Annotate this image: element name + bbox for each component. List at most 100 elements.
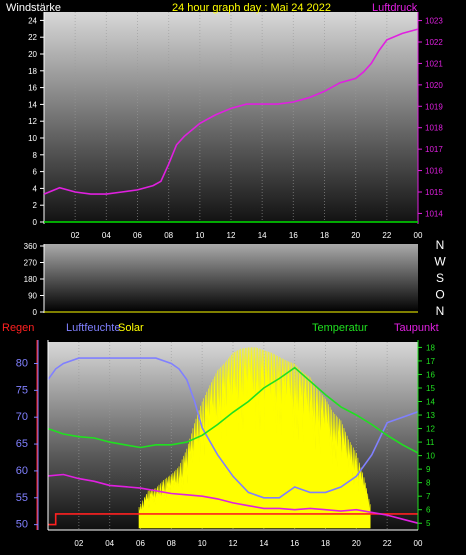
dewpoint-line: [47, 473, 419, 524]
chart3-right-tick: 5: [426, 519, 431, 528]
legend-rain: Regen: [2, 322, 34, 334]
chart1-x-tick: 02: [71, 231, 80, 240]
chart2-left-tick: 360: [24, 242, 38, 251]
chart3-x-tick: 12: [229, 539, 238, 548]
chart1-x-tick: 08: [164, 231, 173, 240]
chart1-x-tick: 18: [320, 231, 329, 240]
chart3-x-ticks: 02 04 06 08 10 12 14 16 18 20 22 00: [74, 539, 423, 548]
chart1-right-tick: 1018: [425, 124, 443, 133]
chart3-right-tick: 10: [426, 452, 435, 461]
chart3-right-tick: 9: [426, 465, 431, 474]
chart1-x-tick: 22: [382, 231, 391, 240]
chart1-x-tick: 04: [102, 231, 111, 240]
chart1-left-tick: 4: [33, 184, 38, 193]
chart1-x-ticks: 02 04 06 08 10 12 14 16 18 20 22 00: [71, 231, 423, 240]
temperature-line: [47, 366, 419, 454]
chart1-x-tick: 12: [227, 231, 236, 240]
chart1-x-tick: 20: [351, 231, 360, 240]
chart2-left-tick: 0: [33, 308, 38, 317]
chart1-right-tick: 1021: [425, 59, 443, 68]
chart1-left-tick: 22: [28, 33, 37, 42]
chart3-x-tick: 18: [321, 539, 330, 548]
chart1-left-tick: 0: [33, 218, 38, 227]
legend-temperature: Temperatur: [312, 322, 368, 334]
chart1-right-tick: 1014: [425, 209, 443, 218]
chart1-left-label: Windstärke: [6, 2, 61, 14]
chart1-left-tick: 24: [28, 16, 37, 25]
chart2-direction-label: S: [436, 271, 444, 285]
chart3-x-tick: 22: [383, 539, 392, 548]
chart3-x-tick: 08: [167, 539, 176, 548]
chart3-right-tick: 16: [426, 370, 435, 379]
chart1-right-tick: 1023: [425, 17, 443, 26]
chart3-x-tick: 10: [198, 539, 207, 548]
chart3-x-tick: 04: [105, 539, 114, 548]
chart3-right-tick: 12: [426, 425, 435, 434]
chart2-direction-label: N: [436, 304, 445, 318]
chart3-left-tick: 65: [16, 438, 28, 450]
chart1-grid: [74, 12, 419, 222]
chart1-left-tick: 10: [28, 134, 37, 143]
chart3-left-tick: 75: [16, 384, 28, 396]
chart2-direction-label: W: [434, 255, 446, 269]
chart3-series: [47, 347, 419, 529]
chart1-left-tick: 20: [28, 50, 37, 59]
chart1-right-ticks: 1014 1015 1016 1017 1018 1019 1020 1021 1022 1023: [418, 17, 443, 218]
rain-line: [48, 513, 418, 526]
chart1-left-tick: 2: [33, 201, 38, 210]
chart1-right-label: Luftdruck: [372, 2, 418, 14]
chart1-left-tick: 14: [28, 100, 37, 109]
chart3-right-tick: 7: [426, 492, 431, 501]
chart3-left-tick: 70: [16, 411, 28, 423]
pressure-line: [43, 28, 419, 195]
chart1-series: [43, 28, 419, 223]
chart3-right-tick: 14: [426, 398, 435, 407]
chart1-right-tick: 1022: [425, 38, 443, 47]
chart2-left-tick: 270: [24, 259, 38, 268]
chart3-x-tick: 02: [74, 539, 83, 548]
chart2-left-tick: 180: [24, 275, 38, 284]
legend-dewpoint: Taupunkt: [394, 322, 439, 334]
chart1-x-tick: 14: [258, 231, 267, 240]
chart1-left-tick: 12: [28, 117, 37, 126]
chart3-right-tick: 6: [426, 506, 431, 515]
chart3-x-tick: 20: [352, 539, 361, 548]
chart1-right-tick: 1019: [425, 102, 443, 111]
chart3-right-tick: 18: [426, 343, 435, 352]
chart3-left-tick: 50: [16, 519, 28, 531]
chart1-x-tick: 16: [289, 231, 298, 240]
chart3-x-tick: 16: [290, 539, 299, 548]
chart3-right-tick: 17: [426, 357, 435, 366]
chart3-left-tick: 60: [16, 465, 28, 477]
chart3-left-tick: 55: [16, 492, 28, 504]
legend-humidity: Luftfeuchte: [66, 322, 120, 334]
chart3-x-tick: 06: [136, 539, 145, 548]
chart3-left-tick: 80: [16, 357, 28, 369]
chart3-right-tick: 15: [426, 384, 435, 393]
chart2-left-tick: 90: [28, 292, 37, 301]
solar-area: [138, 347, 371, 529]
legend-solar: Solar: [118, 322, 144, 334]
chart1-left-tick: 6: [33, 168, 38, 177]
chart2-direction-label: O: [435, 288, 444, 302]
chart1-x-tick: 10: [195, 231, 204, 240]
chart1-left-tick: 8: [33, 151, 38, 160]
chart3-right-tick: 8: [426, 479, 431, 488]
chart2-direction-label: N: [436, 238, 445, 252]
chart3-x-tick: 14: [259, 539, 268, 548]
chart3-right-ticks: 5 6 7 8 9 10 11 12 13 14 15 16 17 18: [418, 343, 435, 528]
chart3-x-tick: 00: [414, 539, 423, 548]
chart3-left-ticks: 50 55 60 65 70 75 80: [16, 357, 38, 531]
chart1-right-tick: 1017: [425, 145, 443, 154]
chart1-right-tick: 1015: [425, 188, 443, 197]
humidity-line: [47, 357, 419, 499]
chart1-title: 24 hour graph day : Mai 24 2022: [172, 2, 331, 14]
chart1-x-tick: 06: [133, 231, 142, 240]
chart1-x-tick: 00: [414, 231, 423, 240]
chart3-right-tick: 13: [426, 411, 435, 420]
chart2-left-ticks: 0 90 180 270 360: [24, 242, 44, 317]
chart1-left-tick: 16: [28, 84, 37, 93]
